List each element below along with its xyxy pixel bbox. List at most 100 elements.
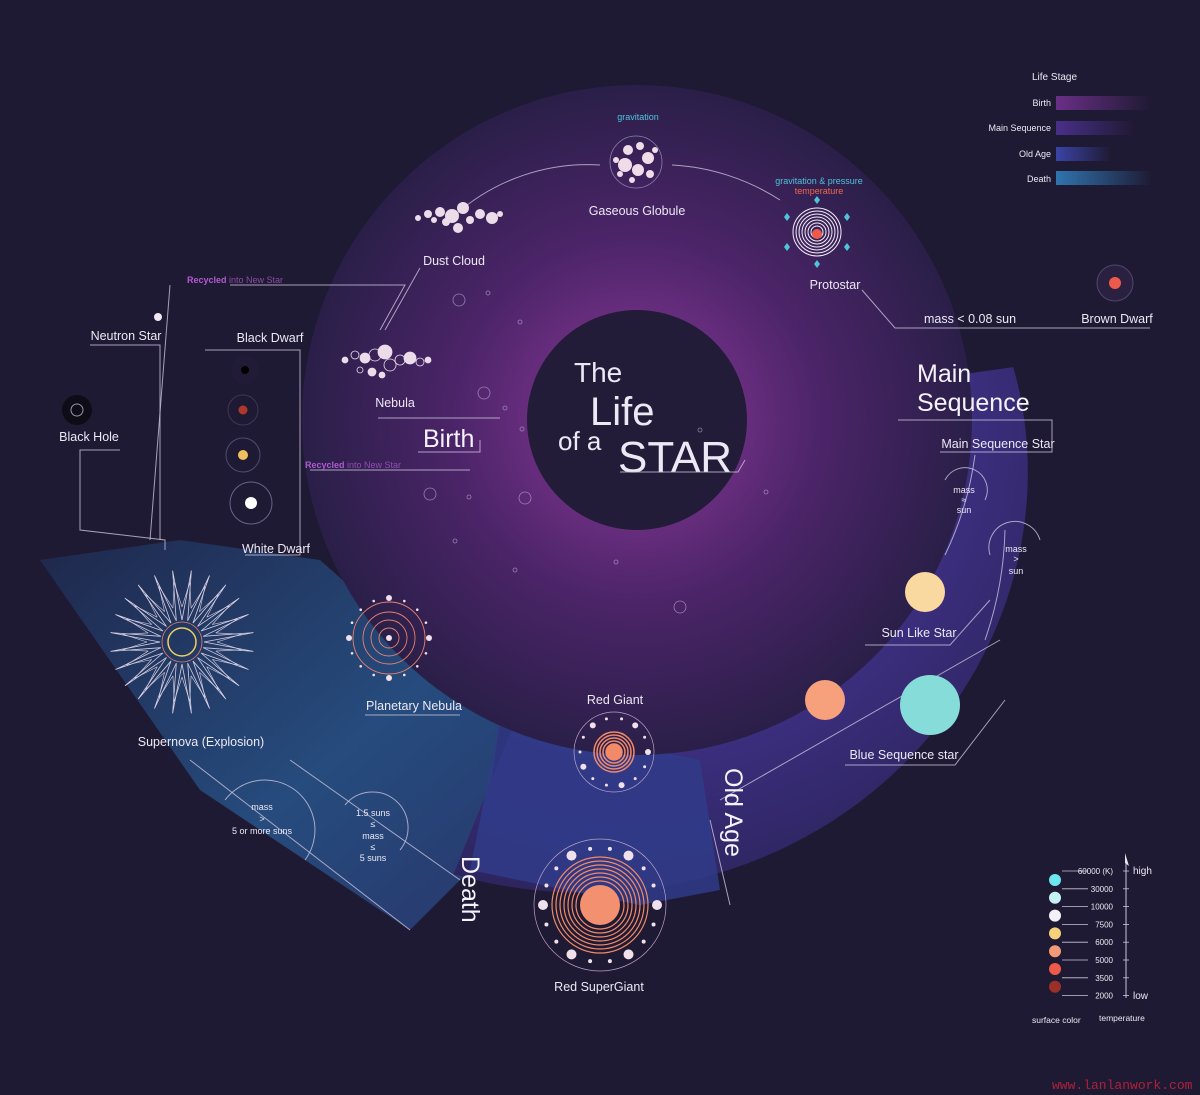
stage-birth: Birth: [423, 425, 474, 453]
planetary-nebula-label: Planetary Nebula: [366, 699, 462, 713]
protostar-ring: [795, 210, 839, 254]
supernova-spike: [206, 605, 230, 625]
nebula-particle: [359, 352, 371, 364]
supernova-outer-ring: [161, 621, 203, 663]
temp-tick-label: 5000: [1095, 956, 1113, 965]
supernova-spike: [145, 594, 165, 618]
legend-title: Life Stage: [1032, 72, 1077, 83]
planetary-nebula-ring: [378, 627, 400, 649]
stage-main-sequence-1: Main: [917, 360, 971, 388]
supernova-spike: [172, 570, 183, 621]
planetary-nebula-dot: [372, 673, 375, 677]
black-hole-icon: [62, 395, 92, 425]
nebula-label: Nebula: [375, 396, 415, 410]
stage-old-age: Old Age: [719, 768, 747, 857]
surface-color-label: surface color: [1032, 1015, 1081, 1025]
protostar-ring: [807, 222, 827, 242]
dust-cloud-icon: [415, 202, 503, 233]
dust-particle: [475, 209, 485, 219]
planetary-nebula-dot: [385, 595, 392, 601]
temperature-legend: high low surface color temperature 60000…: [1032, 853, 1152, 1025]
red-giant-dot: [604, 783, 608, 787]
globule-dot: [617, 171, 623, 177]
supergiant-dot: [538, 900, 548, 911]
gaseous-globule-label: Gaseous Globule: [589, 204, 686, 218]
watermark: www.lanlanwork.com: [1052, 1078, 1193, 1093]
supernova-spike: [197, 652, 240, 687]
supernova-spike: [197, 597, 240, 632]
temp-tick-label: 30000: [1091, 885, 1114, 894]
svg-text:≤: ≤: [371, 819, 376, 829]
supergiant-dot: [623, 850, 634, 861]
red-giant-dot: [581, 735, 585, 739]
temp-tick-label: 3500: [1095, 974, 1113, 983]
red-giant-dot: [633, 777, 637, 781]
supernova-spike: [154, 575, 177, 624]
svg-text:5 or more suns: 5 or more suns: [232, 826, 293, 836]
globule-dot: [632, 164, 644, 176]
temp-tick-label: 2000: [1095, 992, 1113, 1001]
supergiant-dot: [623, 949, 634, 960]
temp-tick-label: 6000: [1095, 938, 1113, 947]
temperature-axis-label: temperature: [1099, 1013, 1145, 1023]
black-dwarf-label: Black Dwarf: [237, 331, 304, 345]
supernova-spike: [215, 641, 242, 652]
temp-low-label: low: [1133, 991, 1149, 1002]
red-giant-dot: [580, 763, 587, 770]
nebula-particle: [424, 356, 432, 364]
supernova-spike: [124, 652, 167, 687]
temp-tick-label: 10000: [1091, 903, 1114, 912]
red-giant-ring: [605, 743, 623, 761]
supernova-icon: [110, 570, 254, 714]
supernova-spike: [181, 675, 192, 702]
surface-color-swatch: [1049, 874, 1061, 886]
speck: [673, 600, 687, 614]
orange-star-icon: [805, 680, 845, 720]
supernova-spike: [134, 605, 158, 625]
red-giant-dot: [591, 777, 595, 781]
planetary-nebula-dot: [386, 675, 393, 681]
surface-color-swatch: [1049, 945, 1061, 958]
pressure-arrow-icon: [844, 243, 850, 251]
title-life: Life: [590, 390, 655, 434]
brown-dwarf-icon: [1096, 264, 1134, 302]
protostar-ring: [804, 219, 830, 245]
supergiant-dot: [641, 939, 646, 944]
gravitation-pressure-label: gravitation & pressure: [775, 176, 863, 186]
mass-bubble-3: [224, 779, 316, 861]
planetary-nebula-dot: [350, 652, 354, 655]
svg-text:mass: mass: [953, 485, 975, 495]
speck: [466, 494, 472, 500]
title-star: STAR: [618, 433, 732, 482]
supernova-spike: [215, 632, 242, 643]
background-specks: [423, 290, 769, 614]
dust-particle: [415, 215, 421, 221]
red-giant-dot: [643, 765, 647, 769]
planetary-nebula-core: [386, 635, 392, 641]
supernova-spike: [134, 659, 158, 679]
title-the: The: [574, 357, 622, 388]
supernova-spike: [181, 582, 192, 609]
protostar-ring: [798, 213, 836, 251]
speck: [763, 489, 769, 495]
dust-particle: [457, 202, 469, 214]
mass-bubble-4: [344, 791, 409, 851]
planetary-nebula-dot: [415, 608, 419, 612]
supergiant-ring: [555, 860, 645, 950]
dust-particle: [442, 218, 450, 226]
svg-text:1.5 suns: 1.5 suns: [356, 808, 391, 818]
globule-dot: [613, 157, 619, 163]
gravitation-label: gravitation: [617, 112, 659, 122]
supernova-label: Supernova (Explosion): [138, 735, 264, 749]
surface-color-swatch: [1049, 927, 1061, 940]
globule-dot: [623, 145, 633, 155]
globule-dot: [618, 158, 632, 172]
sun-like-star-label: Sun Like Star: [881, 626, 956, 640]
supernova-core-ring: [167, 627, 197, 657]
recycled-label-2: Recycled into New Star: [305, 460, 401, 470]
surface-color-swatch: [1049, 909, 1061, 922]
legend-item-old-age: Old Age: [1019, 149, 1051, 159]
supergiant-dot: [544, 883, 549, 888]
speck: [502, 405, 508, 411]
nebula-particle: [350, 350, 360, 360]
